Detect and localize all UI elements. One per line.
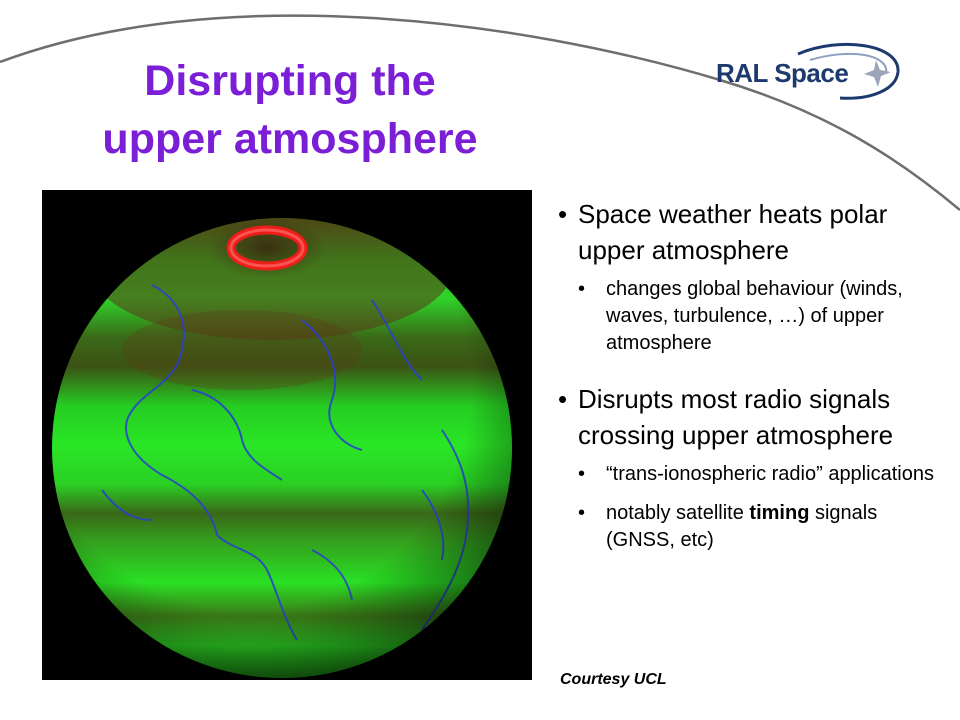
bullet-1: • Space weather heats polar upper atmosp…: [556, 196, 946, 268]
bullet-2-sub-1-text: “trans-ionospheric radio” applications: [606, 463, 934, 485]
bullet-2-text: Disrupts most radio signals crossing upp…: [578, 384, 894, 450]
title-line-1: Disrupting the: [144, 57, 436, 105]
bullet-1-text: Space weather heats polar upper atmosphe…: [578, 199, 888, 265]
bullet-2: • Disrupts most radio signals crossing u…: [556, 381, 946, 453]
image-credit: Courtesy UCL: [560, 671, 667, 688]
bullet-2-sub-2-before: notably satellite: [606, 502, 750, 524]
bullet-2-sub-2-bold: timing: [749, 502, 810, 524]
page-title: Disrupting the upper atmosphere: [40, 52, 540, 168]
title-line-2: upper atmosphere: [102, 115, 478, 163]
logo-swoosh-icon: [797, 42, 900, 100]
bullet-glyph: •: [558, 199, 568, 229]
sub-bullet-glyph: •: [578, 463, 586, 485]
sub-bullet-glyph: •: [578, 278, 586, 300]
bullet-1-sub-1: • changes global behaviour (winds, waves…: [556, 276, 946, 357]
bullet-1-sub-1-text: changes global behaviour (winds, waves, …: [606, 278, 903, 354]
bullet-list: • Space weather heats polar upper atmosp…: [556, 196, 946, 554]
globe-map-graphic: [52, 218, 512, 678]
bullet-glyph: •: [558, 384, 568, 414]
ral-space-logo: RAL Space: [710, 38, 920, 108]
globe-image: [42, 190, 532, 680]
bullet-2-sub-2: • notably satellite timing signals (GNSS…: [556, 500, 946, 554]
bullet-2-sub-2-after: signals (GNSS, etc): [606, 502, 878, 551]
logo-text: RAL Space: [716, 58, 849, 88]
bullet-2-sub-1: • “trans-ionospheric radio” applications: [556, 461, 946, 488]
sub-bullet-glyph: •: [578, 502, 586, 524]
